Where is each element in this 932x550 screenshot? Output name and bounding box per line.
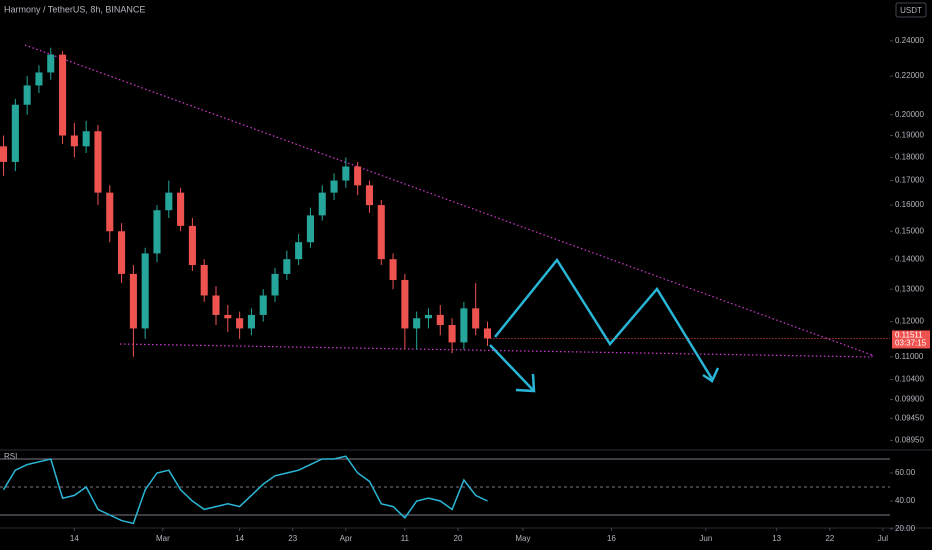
x-tick-label: Jul (878, 534, 888, 543)
candle-body (11, 104, 19, 162)
drop-arrowhead (515, 373, 536, 393)
candle-body (306, 215, 314, 243)
candle-body (342, 166, 350, 181)
candle-body (389, 259, 397, 280)
y-tick-label: 0.22000 (895, 71, 924, 80)
candle-body (177, 192, 185, 226)
candle-body (106, 192, 114, 232)
x-tick-label: 13 (772, 534, 781, 543)
candle-body (94, 131, 102, 193)
candle-body (118, 231, 126, 274)
x-tick-label: 23 (288, 534, 297, 543)
candle-body (413, 318, 421, 329)
candle-body (153, 210, 161, 254)
y-tick-label: 0.15000 (895, 226, 924, 235)
rsi-line (2, 455, 488, 525)
candle-body (259, 295, 267, 315)
y-tick-label: 0.20000 (895, 110, 924, 119)
candle-body (188, 225, 196, 266)
candle-body (448, 325, 456, 343)
candle-body (236, 318, 244, 329)
y-tick-label: 0.09450 (895, 413, 924, 422)
last-price-box (892, 330, 930, 349)
y-tick-label: 0.19000 (895, 131, 924, 140)
drop-arrow (489, 344, 534, 391)
rsi-tick-label: 20.00 (895, 524, 916, 533)
y-tick-label: 0.10400 (895, 375, 924, 384)
x-tick-label: Apr (340, 534, 353, 543)
candle-body (401, 279, 409, 329)
y-tick-label: 0.11000 (895, 352, 924, 361)
candle-body (59, 54, 67, 136)
x-tick-label: 14 (235, 534, 244, 543)
candle-body (424, 314, 433, 319)
rsi-tick-label: 40.00 (895, 496, 916, 505)
candle-body (365, 185, 373, 206)
projection-path (494, 257, 714, 380)
y-tick-label: 0.16000 (895, 200, 924, 209)
candle-body (224, 314, 232, 319)
x-tick-label: 16 (607, 534, 616, 543)
x-tick-label: 14 (70, 534, 79, 543)
last-price-label: 0.11511 (895, 331, 923, 340)
y-tick-label: 0.08950 (895, 435, 924, 444)
candle-body (283, 259, 291, 274)
x-tick-label: 22 (825, 534, 834, 543)
candle-body (460, 308, 468, 343)
y-tick-label: 0.17000 (895, 176, 924, 185)
candle-body (330, 180, 338, 193)
candle-body (483, 328, 492, 339)
y-tick-label: 0.24000 (895, 36, 924, 45)
candle-body (0, 146, 8, 162)
projection-arrowhead (702, 367, 720, 383)
candle-body (318, 192, 326, 216)
y-tick-label: 0.12000 (895, 317, 924, 326)
y-tick-label: 0.18000 (895, 153, 924, 162)
y-tick-label: 0.14000 (895, 254, 924, 263)
rsi-tick-label: 60.00 (895, 468, 916, 477)
candle-body (212, 295, 220, 315)
currency-button[interactable] (895, 2, 927, 18)
candle-body (200, 265, 208, 296)
candle-body (35, 72, 43, 86)
candle-body (82, 131, 90, 147)
candle-body (129, 273, 137, 329)
candle-body (436, 314, 444, 326)
countdown-label: 03:37:15 (895, 339, 927, 348)
candle-body (165, 192, 173, 211)
candle-body (70, 135, 78, 147)
candle-body (247, 314, 255, 329)
candle-body (354, 166, 362, 186)
candle-body (472, 308, 480, 329)
candle-body (23, 85, 31, 105)
candle-body (141, 253, 149, 329)
chart-title: Harmony / TetherUS, 8h, BINANCE (4, 4, 145, 14)
x-tick-label: May (515, 534, 530, 543)
x-tick-label: Jun (699, 534, 712, 543)
x-tick-label: 11 (401, 534, 410, 543)
indicator-label: RSI (4, 452, 17, 461)
y-tick-label: 0.13000 (895, 284, 924, 293)
x-tick-label: 20 (454, 534, 463, 543)
y-tick-label: 0.09900 (895, 395, 924, 404)
candle-body (271, 273, 279, 296)
candle-body (47, 54, 55, 73)
x-tick-label: Mar (156, 534, 170, 543)
candle-body (377, 205, 385, 260)
currency-label: USDT (900, 6, 922, 15)
candle-body (295, 242, 303, 260)
